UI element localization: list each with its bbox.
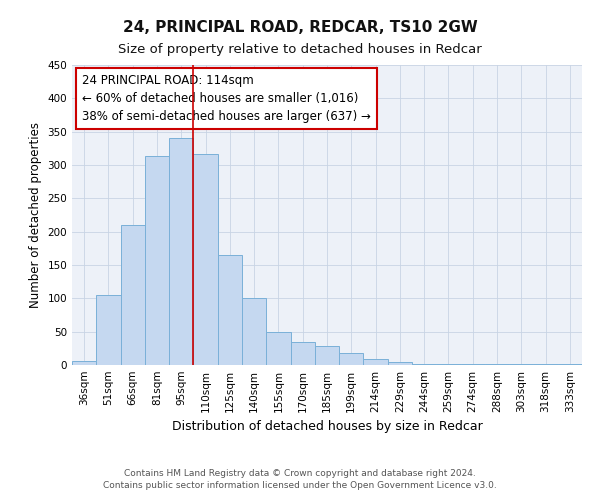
Text: Contains HM Land Registry data © Crown copyright and database right 2024.
Contai: Contains HM Land Registry data © Crown c… [103,469,497,490]
Bar [193,154,218,365]
Bar [509,364,533,365]
Y-axis label: Number of detached properties: Number of detached properties [29,122,42,308]
Bar [364,359,388,365]
Bar [485,364,509,365]
Bar [96,295,121,365]
Bar [315,346,339,365]
Bar [339,353,364,365]
Bar [558,364,582,365]
Bar [461,364,485,365]
Bar [266,332,290,365]
Bar [436,364,461,365]
Bar [242,298,266,365]
Text: 24, PRINCIPAL ROAD, REDCAR, TS10 2GW: 24, PRINCIPAL ROAD, REDCAR, TS10 2GW [122,20,478,35]
Bar [145,156,169,365]
Bar [388,362,412,365]
Text: Size of property relative to detached houses in Redcar: Size of property relative to detached ho… [118,42,482,56]
Bar [218,255,242,365]
Text: 24 PRINCIPAL ROAD: 114sqm
← 60% of detached houses are smaller (1,016)
38% of se: 24 PRINCIPAL ROAD: 114sqm ← 60% of detac… [82,74,371,123]
X-axis label: Distribution of detached houses by size in Redcar: Distribution of detached houses by size … [172,420,482,434]
Bar [121,225,145,365]
Bar [72,361,96,365]
Bar [533,364,558,365]
Bar [169,138,193,365]
Bar [290,342,315,365]
Bar [412,364,436,365]
